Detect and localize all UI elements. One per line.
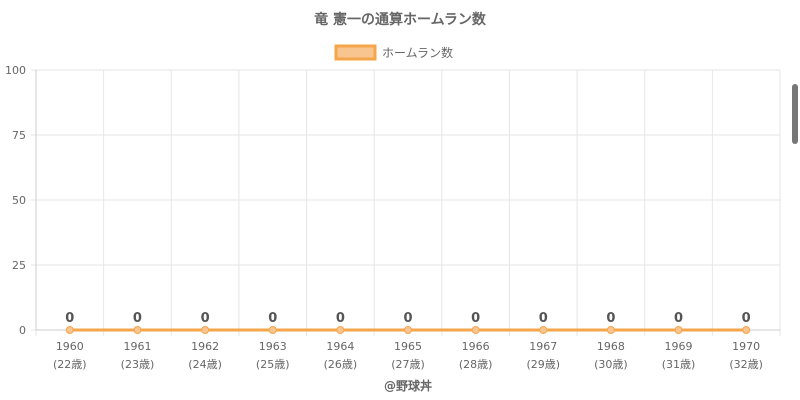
data-label: 0 [403,311,412,326]
y-tick-label: 100 [5,64,26,77]
data-label: 0 [65,311,74,326]
x-tick-label: 1962 [191,340,219,353]
x-tick-label: 1970 [732,340,760,353]
x-tick-sublabel: (26歳) [324,358,358,371]
x-tick-sublabel: (22歳) [53,358,87,371]
x-axis-title: @野球丼 [384,378,432,393]
grid [31,69,781,336]
data-point[interactable] [742,326,751,334]
x-tick-sublabel: (32歳) [729,358,763,371]
x-tick-label: 1967 [529,340,557,353]
x-tick-label: 1965 [394,340,422,353]
data-point[interactable] [201,326,210,334]
data-point[interactable] [404,326,412,334]
data-point[interactable] [674,326,683,334]
x-tick-sublabel: (28歳) [459,358,493,371]
data-label: 0 [674,311,683,326]
data-label: 0 [606,311,615,326]
x-tick-sublabel: (27歳) [391,358,425,371]
data-label: 0 [201,311,210,326]
x-tick-sublabel: (29歳) [526,358,560,371]
x-tick-sublabel: (23歳) [121,358,155,371]
data-point[interactable] [268,326,277,334]
scrollbar-thumb[interactable] [792,84,798,144]
data-labels: 0 0 0 0 0 0 0 0 0 0 0 [65,311,750,326]
data-point[interactable] [606,326,615,334]
y-tick-label: 50 [12,194,26,207]
x-tick-label: 1964 [326,340,354,353]
axes: 0 25 50 75 100 1960 (22歳) 1961 (23歳) 1962 (24歳) 196… [5,64,780,371]
data-label: 0 [742,311,751,326]
data-label: 0 [336,311,345,326]
data-label: 0 [268,311,277,326]
legend[interactable]: ホームラン数 [334,44,453,61]
data-label: 0 [133,311,142,326]
x-tick-label: 1968 [597,340,625,353]
data-point[interactable] [471,326,480,334]
y-tick-label: 0 [19,324,26,337]
data-point[interactable] [133,326,142,334]
x-tick-sublabel: (24歳) [188,358,222,371]
legend-swatch [334,44,377,61]
x-tick-sublabel: (25歳) [256,358,290,371]
data-point[interactable] [336,326,345,334]
x-tick-label: 1961 [123,340,151,353]
y-tick-label: 75 [12,129,26,142]
legend-label: ホームラン数 [382,45,453,60]
x-tick-label: 1966 [462,340,490,353]
data-point[interactable] [65,326,74,334]
x-tick-sublabel: (31歳) [662,358,696,371]
x-tick-label: 1969 [665,340,693,353]
data-label: 0 [539,311,548,326]
x-tick-label: 1963 [259,340,287,353]
x-tick-sublabel: (30歳) [594,358,628,371]
data-point[interactable] [539,326,548,334]
x-tick-label: 1960 [56,340,84,353]
chart-title: 竜 憲一の通算ホームラン数 [314,11,487,28]
y-tick-label: 25 [12,259,26,272]
series-layer [65,326,751,334]
data-label: 0 [471,311,480,326]
